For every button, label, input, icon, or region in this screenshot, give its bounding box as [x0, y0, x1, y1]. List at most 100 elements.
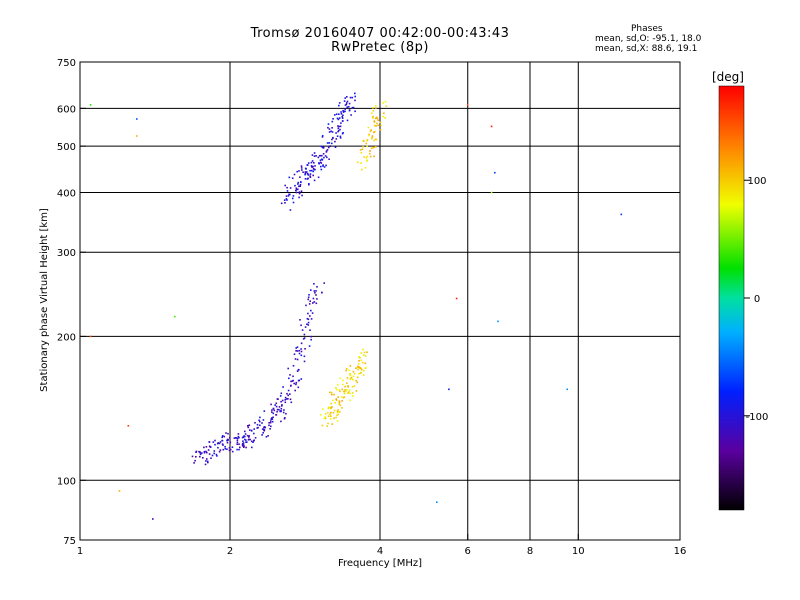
data-point [349, 365, 352, 367]
data-point [377, 124, 379, 126]
data-point [242, 436, 245, 438]
data-point [298, 379, 301, 382]
data-point [334, 140, 336, 143]
data-point [324, 155, 327, 157]
data-point [256, 427, 258, 429]
data-point [261, 428, 264, 430]
data-point [275, 414, 277, 416]
phases-o-mode: mean, sd,O: -95.1, 18.0 [595, 34, 702, 44]
data-point [308, 294, 310, 296]
data-point [239, 446, 241, 449]
data-point [382, 102, 384, 104]
data-point [337, 413, 339, 416]
data-point [331, 423, 333, 425]
data-point [340, 113, 343, 115]
data-point [218, 442, 221, 445]
data-point [346, 389, 348, 391]
data-point [327, 406, 330, 409]
data-point [204, 463, 207, 466]
data-point [372, 115, 374, 118]
data-point [336, 420, 339, 422]
data-point [315, 290, 317, 292]
data-point [300, 190, 303, 192]
data-point [226, 439, 229, 442]
data-point [350, 376, 353, 379]
data-point [375, 138, 378, 141]
isolated-point [497, 320, 499, 323]
phases-heading: Phases [631, 24, 663, 34]
data-point [313, 155, 316, 157]
data-point [272, 412, 275, 415]
data-point [327, 407, 330, 410]
data-point [368, 134, 370, 137]
data-point [306, 323, 308, 325]
data-point [325, 151, 328, 153]
data-point [316, 298, 318, 300]
data-point [333, 409, 336, 412]
data-point [355, 367, 357, 369]
x-tick-label: 8 [527, 546, 533, 557]
data-point [379, 129, 382, 131]
data-point [324, 416, 327, 418]
data-point [297, 181, 300, 184]
data-point [338, 401, 341, 404]
data-point [275, 402, 278, 405]
data-point [254, 422, 256, 424]
data-point [287, 398, 289, 400]
data-point [312, 168, 315, 170]
data-point [359, 149, 362, 151]
data-point [339, 137, 342, 139]
data-point [263, 410, 266, 412]
data-point [221, 436, 223, 439]
data-point [284, 396, 287, 399]
data-point [338, 104, 340, 107]
data-point [337, 127, 340, 130]
data-point [298, 352, 301, 355]
axis-ticks: 1 2 4 6 8 10 16 75 100 200 300 400 500 600 750 [57, 58, 686, 557]
data-point [321, 146, 324, 149]
data-point [313, 301, 316, 303]
data-point [224, 445, 226, 448]
data-point [339, 125, 342, 128]
data-point [335, 132, 337, 134]
data-point [312, 302, 314, 304]
data-point [313, 152, 316, 154]
data-point [336, 135, 339, 137]
data-point [297, 188, 299, 191]
data-point [337, 409, 339, 411]
data-point [338, 400, 341, 402]
data-point [286, 186, 288, 189]
data-point [369, 152, 371, 155]
data-point [341, 407, 343, 409]
data-point [328, 131, 331, 133]
data-point [281, 404, 283, 406]
data-point [349, 374, 352, 377]
data-point [366, 139, 369, 141]
data-point [338, 117, 341, 119]
data-point [331, 393, 333, 396]
data-point [352, 106, 355, 109]
data-point [321, 154, 323, 157]
data-point [346, 100, 349, 103]
data-point [359, 357, 361, 359]
data-point [245, 439, 247, 441]
data-point [315, 302, 318, 305]
data-point [205, 446, 208, 448]
data-point [292, 375, 294, 378]
data-point [271, 418, 274, 420]
data-point [356, 366, 359, 369]
data-point [357, 366, 360, 368]
data-point [326, 156, 328, 159]
data-point [312, 297, 315, 300]
data-point [297, 386, 300, 389]
data-point [298, 349, 301, 352]
y-tick-label: 300 [57, 248, 76, 259]
data-point [348, 109, 351, 111]
data-point [236, 439, 239, 442]
data-point [345, 369, 347, 372]
data-point [290, 401, 293, 404]
data-point [304, 348, 306, 350]
data-point [219, 449, 222, 451]
data-point [313, 290, 316, 292]
data-point [235, 437, 237, 439]
